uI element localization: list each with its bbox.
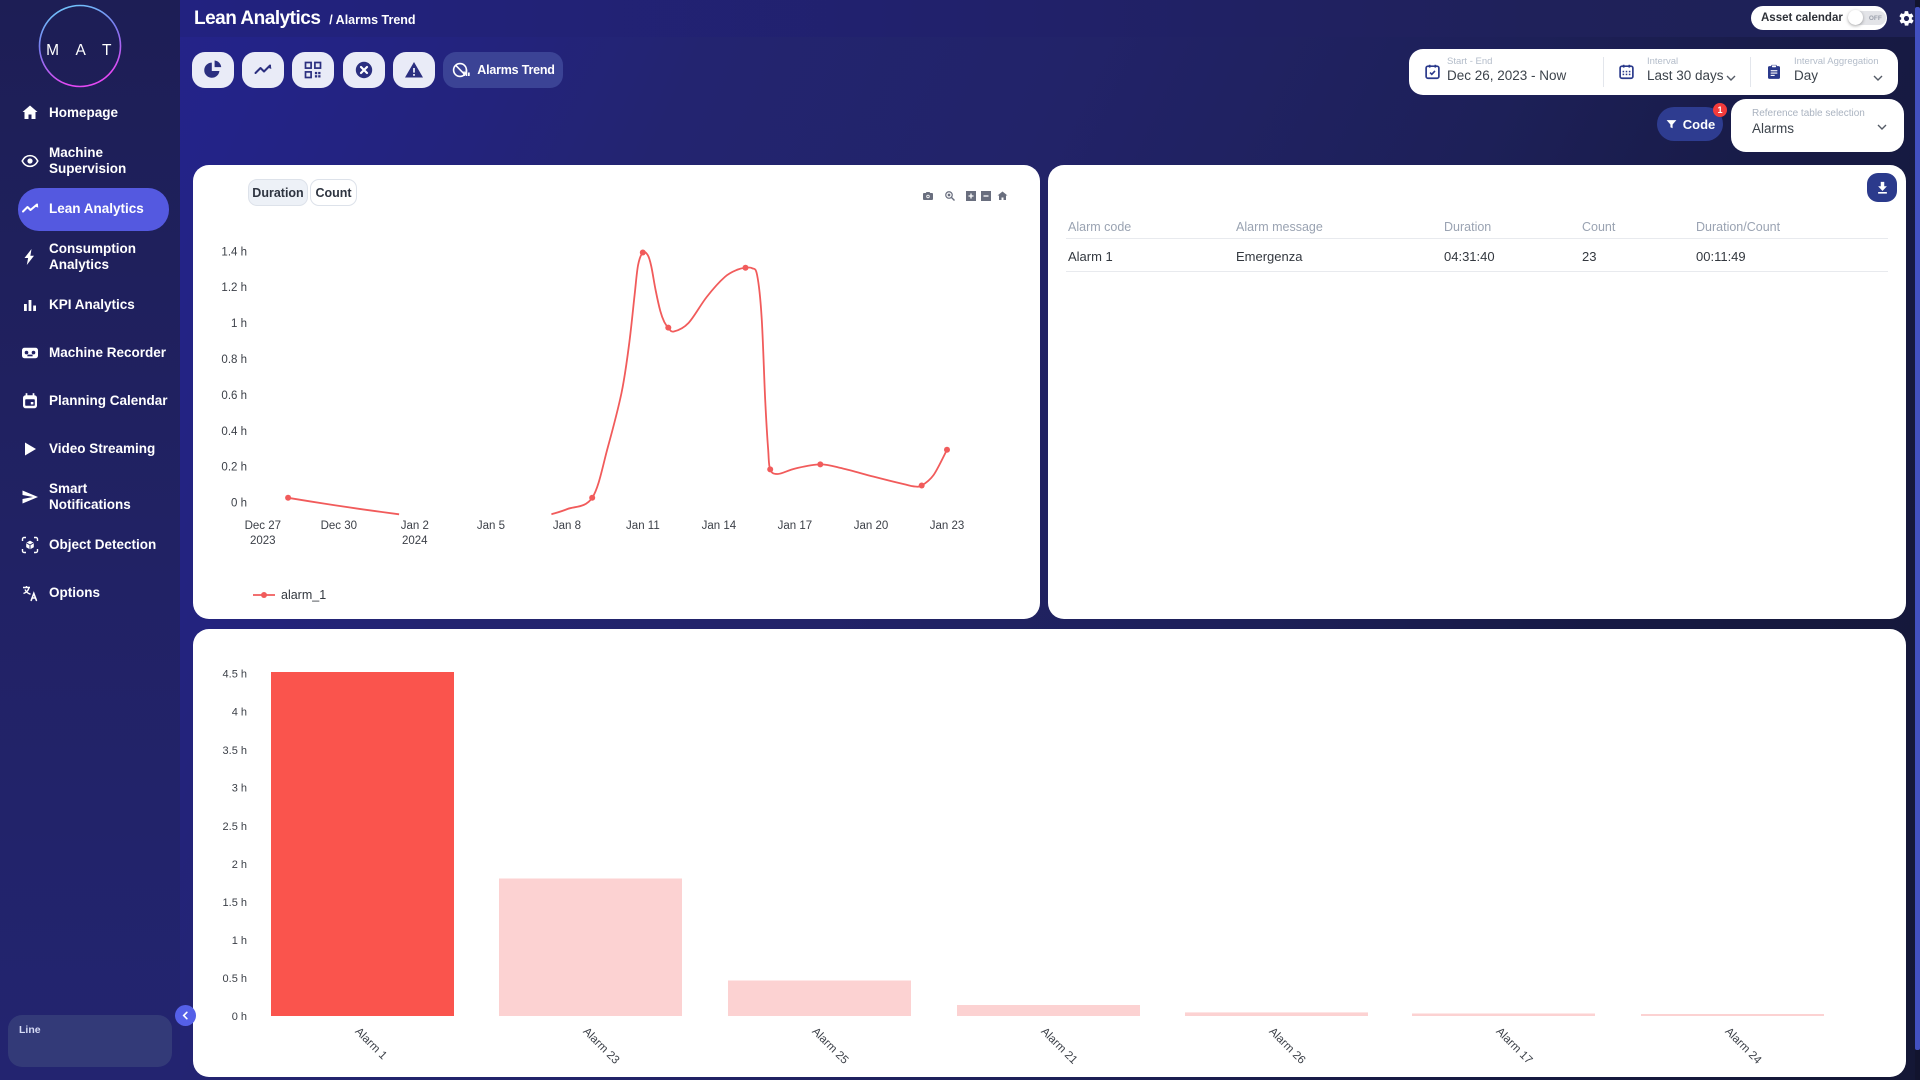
svg-text:2 h: 2 h bbox=[232, 859, 247, 871]
svg-text:Alarm 17: Alarm 17 bbox=[1493, 1026, 1534, 1067]
svg-text:Dec 27: Dec 27 bbox=[245, 520, 281, 532]
svg-text:Alarm 25: Alarm 25 bbox=[809, 1026, 850, 1067]
svg-text:0.4 h: 0.4 h bbox=[221, 426, 247, 438]
svg-text:3.5 h: 3.5 h bbox=[223, 745, 247, 757]
svg-text:Jan 5: Jan 5 bbox=[477, 520, 505, 532]
svg-text:1.2 h: 1.2 h bbox=[221, 282, 247, 294]
svg-text:0.6 h: 0.6 h bbox=[221, 390, 247, 402]
svg-text:Alarm 26: Alarm 26 bbox=[1266, 1026, 1307, 1067]
svg-text:1 h: 1 h bbox=[231, 318, 247, 330]
svg-text:4 h: 4 h bbox=[232, 707, 247, 719]
svg-text:Jan 2: Jan 2 bbox=[401, 520, 429, 532]
svg-text:0.5 h: 0.5 h bbox=[223, 973, 247, 985]
svg-text:Alarm 23: Alarm 23 bbox=[580, 1026, 621, 1067]
svg-text:Jan 8: Jan 8 bbox=[553, 520, 581, 532]
svg-text:Jan 11: Jan 11 bbox=[626, 520, 660, 532]
svg-text:Alarm 21: Alarm 21 bbox=[1038, 1026, 1079, 1067]
svg-text:Jan 20: Jan 20 bbox=[854, 520, 889, 532]
svg-text:alarm_1: alarm_1 bbox=[281, 588, 326, 602]
svg-text:2.5 h: 2.5 h bbox=[223, 821, 247, 833]
svg-text:1 h: 1 h bbox=[232, 935, 247, 947]
svg-text:1.4 h: 1.4 h bbox=[221, 246, 247, 258]
svg-text:0.2 h: 0.2 h bbox=[221, 462, 247, 474]
svg-text:Alarm 24: Alarm 24 bbox=[1722, 1026, 1763, 1067]
svg-text:M A T: M A T bbox=[46, 42, 118, 59]
svg-text:Alarm 1: Alarm 1 bbox=[352, 1026, 389, 1063]
svg-text:0 h: 0 h bbox=[232, 1011, 247, 1023]
svg-text:2024: 2024 bbox=[402, 535, 428, 547]
svg-text:4.5 h: 4.5 h bbox=[223, 669, 247, 681]
svg-text:2023: 2023 bbox=[250, 535, 276, 547]
svg-text:3 h: 3 h bbox=[232, 783, 247, 795]
svg-text:Jan 23: Jan 23 bbox=[930, 520, 965, 532]
svg-text:0.8 h: 0.8 h bbox=[221, 354, 247, 366]
svg-text:1.5 h: 1.5 h bbox=[223, 897, 247, 909]
svg-text:0 h: 0 h bbox=[231, 498, 247, 510]
svg-text:Dec 30: Dec 30 bbox=[321, 520, 357, 532]
svg-text:Jan 14: Jan 14 bbox=[702, 520, 737, 532]
svg-text:Jan 17: Jan 17 bbox=[778, 520, 813, 532]
